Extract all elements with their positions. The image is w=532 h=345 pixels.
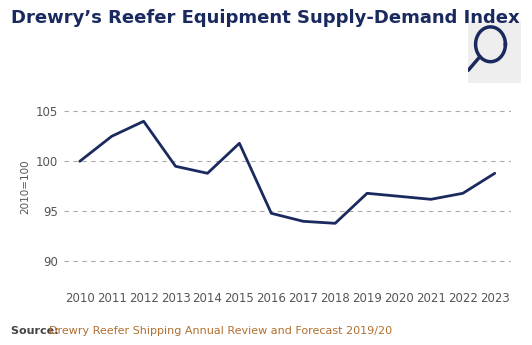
Text: Drewry’s Reefer Equipment Supply-Demand Index: Drewry’s Reefer Equipment Supply-Demand … — [11, 9, 519, 27]
Text: Drewry Reefer Shipping Annual Review and Forecast 2019/20: Drewry Reefer Shipping Annual Review and… — [49, 326, 393, 336]
Text: Source:: Source: — [11, 326, 62, 336]
Y-axis label: 2010=100: 2010=100 — [20, 159, 30, 214]
